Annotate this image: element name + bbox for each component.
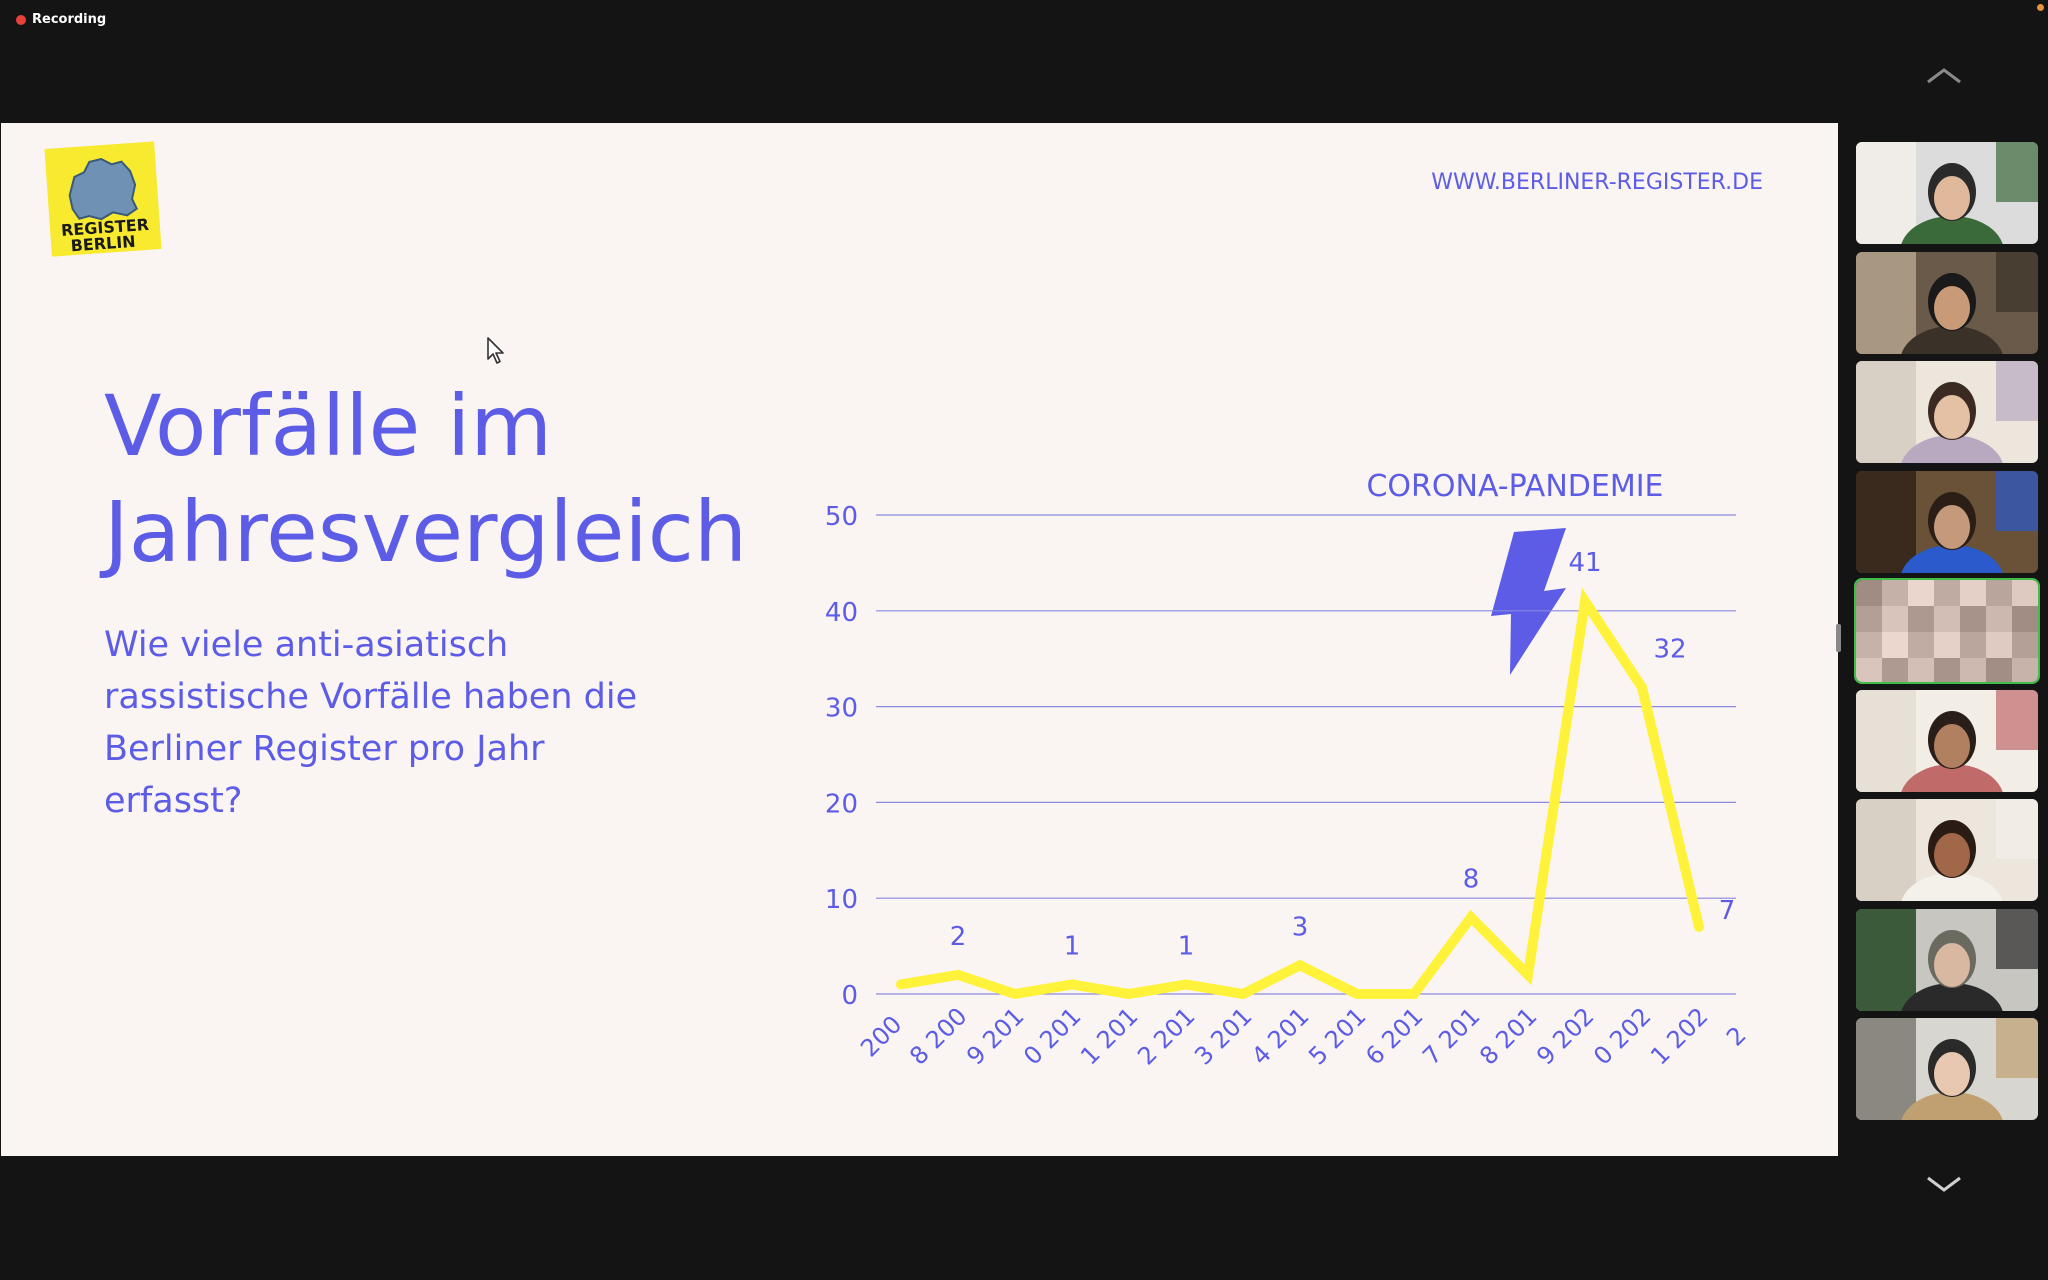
y-tick-label: 50 [825,502,858,532]
chevron-up-icon [1927,68,1961,84]
participant-video-tile[interactable] [1856,799,2038,901]
data-label: 2 [950,922,967,952]
berlin-map-icon [68,157,139,221]
slide-title-line-1: Vorfälle im [104,377,553,475]
data-label: 3 [1292,912,1309,942]
scroll-down-button[interactable] [1926,1172,1962,1196]
data-point [956,972,960,977]
participant-video-feed [1856,799,2038,901]
data-point [1640,685,1644,690]
participant-video-tile[interactable] [1854,578,2040,684]
participant-video-tile[interactable] [1856,908,2038,1011]
slide-url: WWW.BERLINER-REGISTER.DE [1431,170,1763,195]
recording-label: Recording [32,12,107,27]
scroll-up-button[interactable] [1926,64,1962,88]
svg-text:BERLIN: BERLIN [70,232,136,255]
data-point [1412,992,1416,996]
x-tick-label: 1 201 [1075,1002,1143,1070]
recording-dot-icon [16,14,26,25]
status-dot-icon [2037,4,2044,11]
data-label: 7 [1719,896,1736,926]
participant-video-feed [1856,908,2038,1011]
slide-title: Vorfälle im Jahresvergleich [104,373,748,585]
data-point [1013,992,1017,996]
x-tick-label: 8 201 [1474,1002,1542,1070]
data-label: 1 [1178,931,1195,961]
meeting-top-bar: Recording [0,0,2048,36]
participant-video-feed [1856,251,2038,354]
participant-video-tile[interactable] [1856,689,2038,792]
data-label: 1 [1064,931,1081,961]
participant-video-tile[interactable] [1856,251,2038,354]
data-point [1070,982,1074,987]
participant-video-feed [1856,361,2038,463]
participant-video-feed [1856,1018,2038,1120]
participant-video-feed [1856,580,2038,682]
data-point [1526,972,1530,977]
y-tick-label: 10 [825,885,858,915]
x-tick-label: 2 201 [1132,1002,1200,1070]
y-tick-label: 20 [825,789,858,819]
chevron-down-icon [1927,1176,1961,1192]
x-tick-label: 0 202 [1588,1002,1656,1070]
slide-subtitle: Wie viele anti-asiatisch rassistische Vo… [104,625,638,821]
data-point [1355,992,1359,996]
data-point [1241,992,1245,996]
data-point [1697,924,1701,929]
panel-resize-handle[interactable] [1836,624,1841,652]
x-tick-label: 2 [1721,1021,1752,1052]
y-tick-label: 40 [825,598,858,628]
register-berlin-logo: REGISTER BERLIN [44,141,162,257]
x-tick-label: 7 201 [1417,1002,1485,1070]
mouse-cursor-icon [487,337,504,364]
chart-annotation: CORONA-PANDEMIE [1366,469,1663,504]
y-tick-label: 30 [825,694,858,724]
data-point [1184,982,1188,987]
x-tick-label: 8 200 [904,1002,972,1070]
participant-video-feed [1856,142,2038,244]
shared-screen-slide: REGISTER BERLIN WWW.BERLINER-REGISTER.DE… [1,123,1838,1156]
data-point [1127,992,1131,996]
lightning-icon [1491,528,1566,675]
recording-indicator[interactable]: Recording [16,12,106,27]
data-point [899,982,903,987]
x-tick-label: 4 201 [1246,1002,1314,1070]
participants-sidebar [1838,36,2048,1280]
y-tick-label: 0 [841,981,858,1011]
data-label: 8 [1463,864,1480,894]
participant-video-feed [1856,470,2038,573]
data-point [1469,915,1473,920]
participant-video-feed [1856,689,2038,792]
data-label: 41 [1568,548,1601,578]
participant-video-tile[interactable] [1856,361,2038,463]
x-tick-label: 0 201 [1018,1002,1086,1070]
x-tick-label: 3 201 [1189,1002,1257,1070]
incidents-line-chart: CORONA-PANDEMIE 0 10 20 30 40 50 2 1 1 3 8 41 32 7 200… [825,469,1752,1071]
data-label: 32 [1653,634,1686,664]
data-point [1583,599,1587,604]
x-tick-label: 6 201 [1360,1002,1428,1070]
participant-video-tile[interactable] [1856,470,2038,573]
x-tick-label: 9 201 [961,1002,1029,1070]
x-tick-label: 9 202 [1531,1002,1599,1070]
x-tick-label: 200 [855,1010,907,1062]
x-tick-label: 1 202 [1645,1002,1713,1070]
participant-video-tile[interactable] [1856,1018,2038,1120]
slide-title-line-2: Jahresvergleich [104,483,748,581]
data-point [1298,963,1302,968]
participant-video-tile[interactable] [1856,142,2038,244]
x-tick-label: 5 201 [1303,1002,1371,1070]
